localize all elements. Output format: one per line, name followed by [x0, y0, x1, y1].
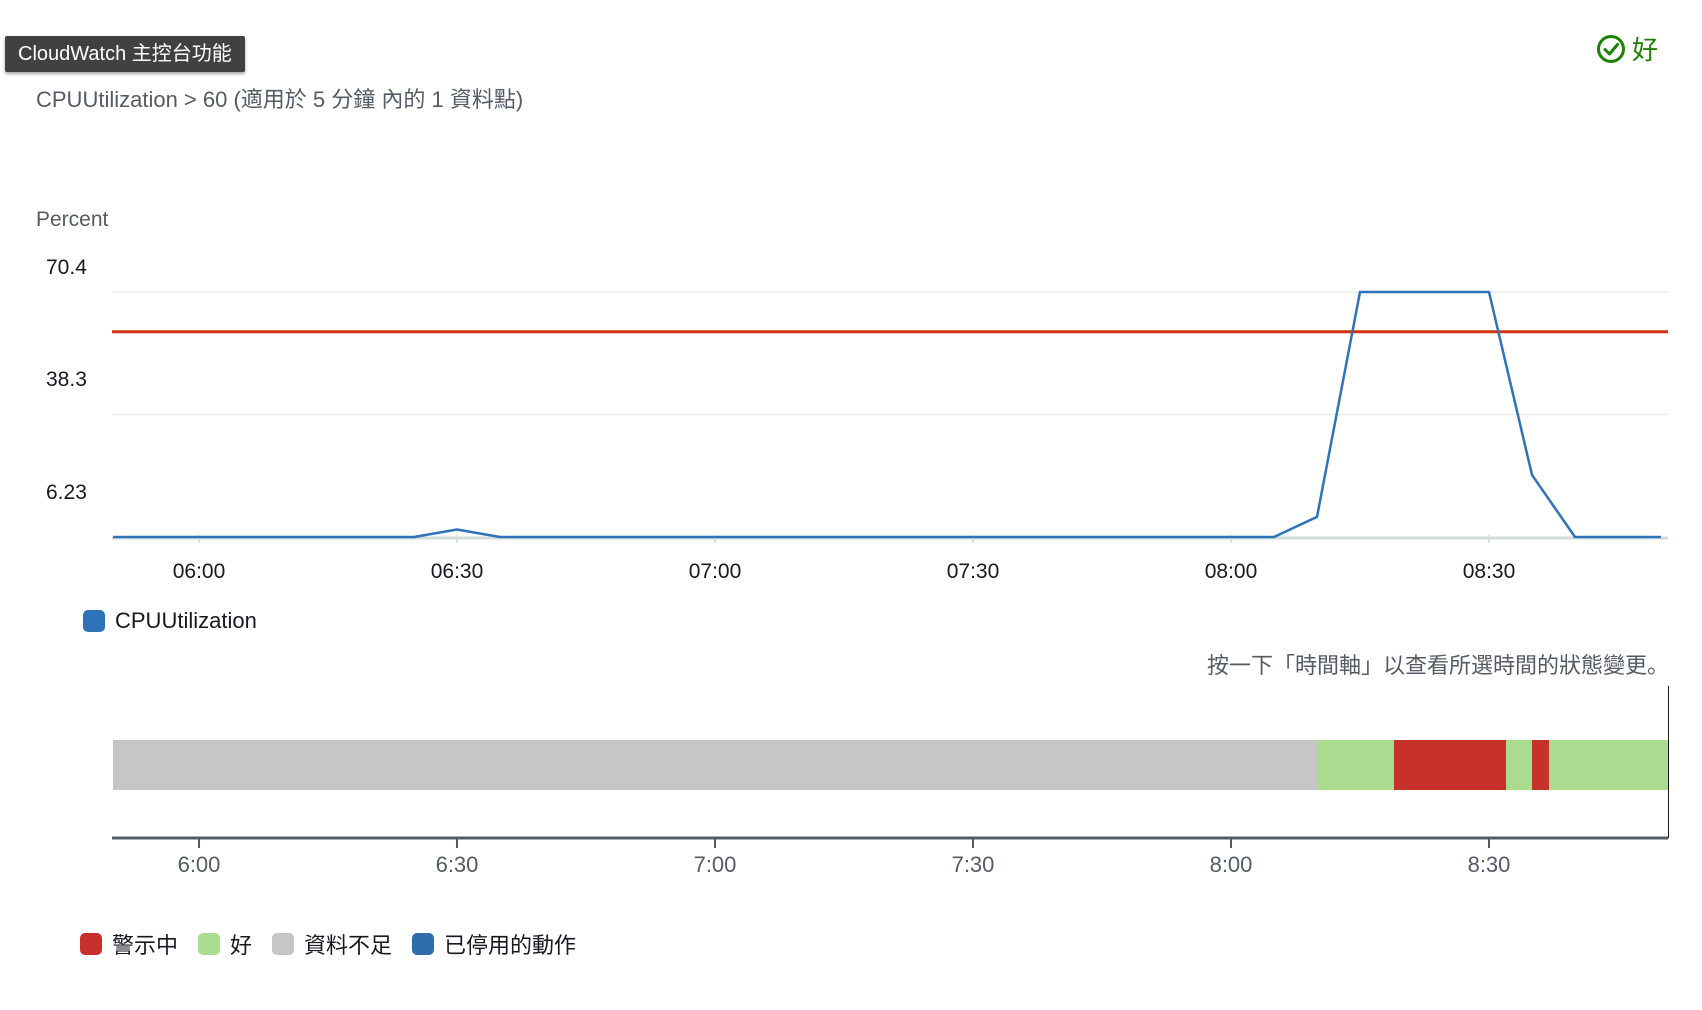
legend-label-disabled: 已停用的動作	[444, 933, 577, 958]
timeline-segment-ok[interactable]	[1317, 740, 1395, 790]
x-tick-label: 06:30	[430, 560, 484, 583]
alarm-status: 好	[1596, 30, 1658, 67]
y-tick-label: 6.23	[46, 481, 87, 504]
legend-swatch-ok	[198, 933, 221, 955]
timeline-segment-alarm[interactable]	[1394, 740, 1507, 790]
x-tick-label: 07:00	[688, 560, 742, 583]
legend-label-ok: 好	[230, 933, 253, 958]
timeline-segment-ok[interactable]	[1549, 740, 1668, 790]
x-tick-label: 06:00	[172, 560, 226, 583]
console-feature-tooltip: CloudWatch 主控台功能	[5, 36, 245, 72]
timeline-tick-label: 7:30	[951, 852, 995, 877]
legend-label: CPUUtilization	[115, 608, 257, 633]
series-line-cpuutilization[interactable]	[113, 290, 1661, 539]
timeline-hint: 按一下「時間軸」以查看所選時間的狀態變更。	[1206, 653, 1669, 678]
legend-label-alarm: 警示中	[112, 933, 179, 958]
x-tick-label: 08:30	[1462, 560, 1516, 583]
timeline-segment-insufficient[interactable]	[113, 740, 1317, 790]
timeline-tick-label: 6:00	[177, 852, 221, 877]
y-tick-label: 38.3	[46, 368, 87, 391]
legend-swatch-insufficient	[272, 933, 295, 955]
legend-swatch-disabled	[412, 933, 435, 955]
y-axis-label: Percent	[36, 208, 109, 231]
legend-item-cpuutilization[interactable]: CPUUtilization	[83, 608, 257, 634]
timeline-tick-label: 8:00	[1209, 852, 1253, 877]
y-tick-label: 70.4	[46, 256, 87, 279]
timeline-segment-alarm[interactable]	[1532, 740, 1550, 790]
alarm-condition: CPUUtilization > 60 (適用於 5 分鐘 內的 1 資料點)	[36, 87, 524, 112]
timeline-cursor[interactable]	[1668, 686, 1669, 838]
legend-label-insufficient: 資料不足	[304, 933, 393, 958]
timeline-tick-label: 8:30	[1467, 852, 1511, 877]
legend-swatch	[83, 610, 105, 632]
x-tick-label: 07:30	[946, 560, 1000, 583]
x-tick-label: 08:00	[1204, 560, 1258, 583]
alarm-status-label: 好	[1631, 35, 1658, 65]
timeline-tick-label: 6:30	[435, 852, 479, 877]
timeline-segment-ok[interactable]	[1506, 740, 1532, 790]
check-circle-icon	[1596, 34, 1625, 63]
timeline-tick-label: 7:00	[693, 852, 737, 877]
legend-swatch-alarm	[80, 933, 102, 955]
state-legend: 警示中 好 資料不足 已停用的動作	[80, 928, 576, 960]
